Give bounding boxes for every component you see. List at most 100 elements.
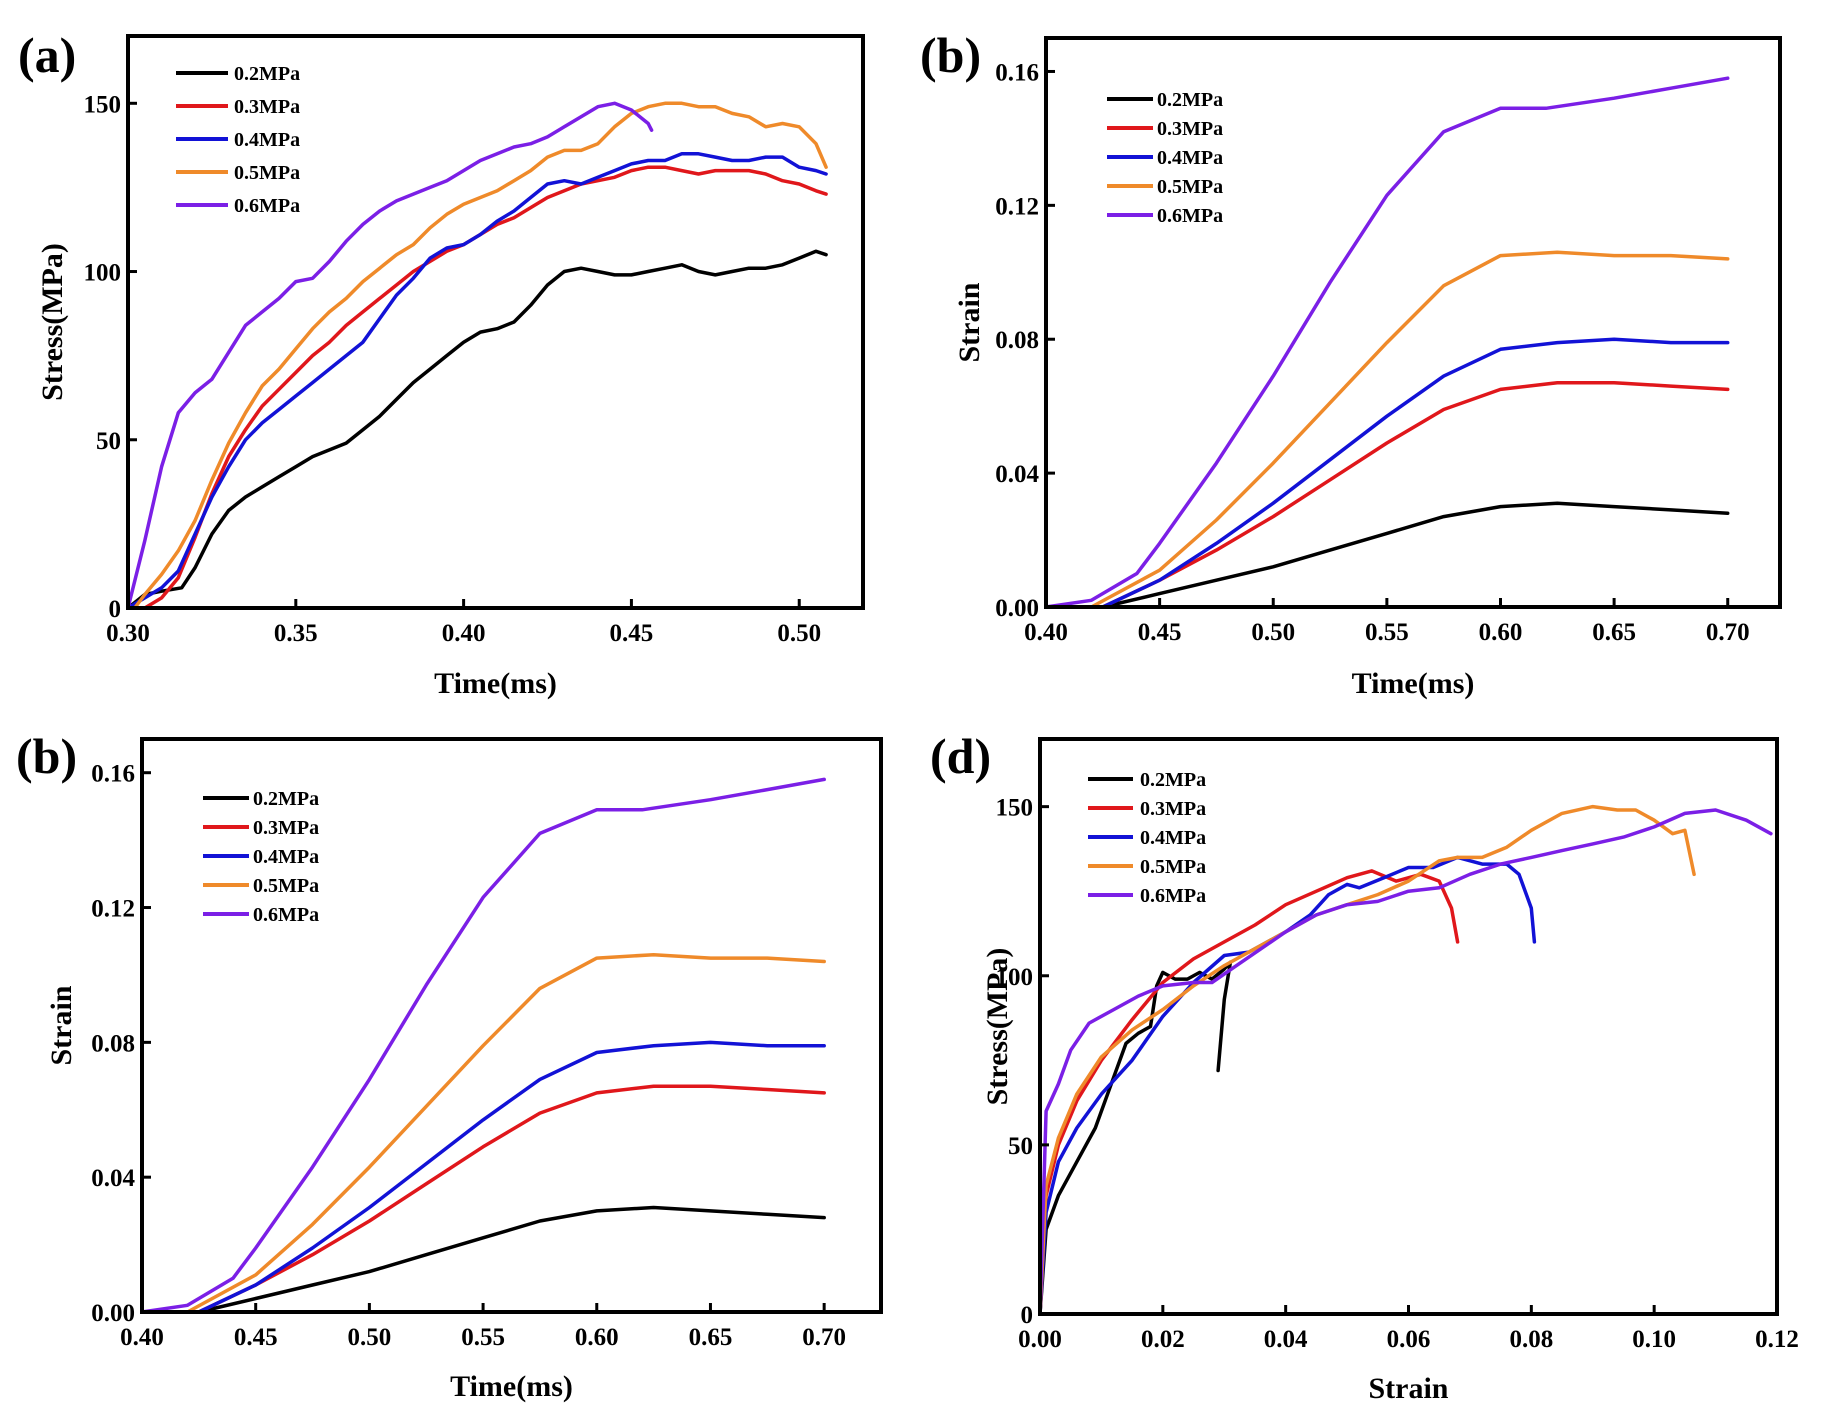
y-tick-label: 150	[996, 795, 1034, 822]
plot-frame	[126, 34, 865, 610]
x-tick-label: 0.70	[802, 1324, 846, 1351]
y-tick-label: 0.12	[91, 896, 135, 923]
series-line-0p4mpa	[126, 152, 828, 610]
x-tick-label: 0.00	[1018, 1326, 1062, 1353]
series-line-0p5mpa	[140, 952, 826, 1314]
x-tick-label: 0.65	[689, 1324, 733, 1351]
legend-label: 0.5MPa	[253, 875, 319, 897]
series-line-0p6mpa	[1044, 76, 1730, 609]
x-tick-label: 0.35	[274, 620, 318, 647]
panel-a-stress-time: (a) 0.30 0.35 0.40 0.45 0.50 0 50 100 150 Time(ms)…	[18, 27, 865, 700]
y-tick-label: 0.00	[995, 595, 1039, 622]
x-axis-label: Time(ms)	[450, 1370, 573, 1403]
x-tick-label: 0.08	[1509, 1326, 1553, 1353]
legend-label: 0.3MPa	[1157, 118, 1223, 140]
y-tick-label: 0.08	[995, 327, 1039, 354]
legend-label: 0.3MPa	[234, 96, 300, 118]
plot-frame	[1044, 36, 1782, 609]
legend: 0.2MPa 0.3MPa 0.4MPa 0.5MPa 0.6MPa	[176, 63, 300, 217]
series-line-0p2mpa	[140, 1205, 826, 1314]
series-line-0p6mpa	[140, 777, 826, 1314]
x-tick-label: 0.60	[575, 1324, 619, 1351]
series-line-0p2mpa	[1038, 960, 1233, 1316]
y-tick-label: 150	[84, 91, 122, 118]
legend: 0.2MPa 0.3MPa 0.4MPa 0.5MPa 0.6MPa	[203, 788, 319, 926]
legend-label: 0.6MPa	[1140, 885, 1206, 907]
panel-label: (b)	[16, 728, 77, 784]
legend-label: 0.2MPa	[253, 788, 319, 810]
legend: 0.2MPa 0.3MPa 0.4MPa 0.5MPa 0.6MPa	[1107, 89, 1223, 227]
legend-label: 0.2MPa	[1140, 769, 1206, 791]
legend-label: 0.6MPa	[1157, 205, 1223, 227]
panel-d-stress-strain: (d) 0.00 0.02 0.04 0.06 0.08 0.10 0.12 0 50 100 150…	[930, 728, 1799, 1403]
legend-label: 0.2MPa	[234, 63, 300, 85]
legend-label: 0.6MPa	[234, 195, 300, 217]
y-axis-label: Stress(MPa)	[981, 948, 1014, 1106]
legend-label: 0.4MPa	[234, 129, 300, 151]
series-line-0p4mpa	[1038, 855, 1537, 1316]
series-line-0p4mpa	[140, 1040, 826, 1314]
x-tick-label: 0.55	[1365, 619, 1409, 646]
legend-label: 0.2MPa	[1157, 89, 1223, 111]
x-tick-label: 0.50	[1251, 619, 1295, 646]
y-tick-label: 0	[1021, 1302, 1034, 1329]
legend-label: 0.6MPa	[253, 904, 319, 926]
x-tick-label: 0.10	[1632, 1326, 1676, 1353]
panel-b-strain-time-bottom: (b) 0.40 0.45 0.50 0.55 0.60 0.65 0.70 0.00 0.04 0…	[16, 728, 883, 1403]
y-tick-label: 0.04	[995, 461, 1039, 488]
x-tick-label: 0.60	[1479, 619, 1523, 646]
series-line-0p5mpa	[132, 101, 828, 610]
y-tick-label: 0.16	[91, 761, 135, 788]
x-tick-label: 0.50	[777, 620, 821, 647]
x-tick-label: 0.70	[1706, 619, 1750, 646]
y-tick-label: 0.12	[995, 193, 1039, 220]
x-tick-label: 0.50	[348, 1324, 392, 1351]
series-line-0p5mpa	[1044, 250, 1730, 609]
series-line-0p6mpa	[126, 101, 654, 610]
legend-label: 0.4MPa	[1140, 827, 1206, 849]
legend-label: 0.4MPa	[1157, 147, 1223, 169]
y-axis-label: Stress(MPa)	[36, 243, 69, 401]
x-tick-label: 0.65	[1592, 619, 1636, 646]
y-tick-label: 0.08	[91, 1030, 135, 1057]
x-tick-label: 0.30	[106, 620, 150, 647]
x-tick-label: 0.02	[1141, 1326, 1185, 1353]
x-tick-label: 0.40	[1024, 619, 1068, 646]
x-tick-label: 0.55	[461, 1324, 505, 1351]
plot-frame	[140, 737, 883, 1314]
x-axis-label: Time(ms)	[434, 667, 557, 700]
series-line-0p2mpa	[126, 249, 828, 610]
series-line-0p4mpa	[1044, 337, 1730, 609]
legend-label: 0.5MPa	[1140, 856, 1206, 878]
x-axis-label: Strain	[1368, 1372, 1448, 1403]
y-tick-label: 0.00	[91, 1300, 135, 1327]
series-line-0p5mpa	[1038, 804, 1696, 1316]
legend-label: 0.4MPa	[253, 846, 319, 868]
x-tick-label: 0.40	[442, 620, 486, 647]
y-tick-label: 50	[96, 428, 121, 455]
y-tick-label: 0	[109, 596, 122, 623]
x-tick-label: 0.40	[120, 1324, 164, 1351]
y-tick-label: 0.16	[995, 59, 1039, 86]
y-tick-label: 100	[84, 260, 122, 287]
x-tick-label: 0.45	[1138, 619, 1182, 646]
panel-label: (d)	[930, 728, 991, 784]
x-axis-label: Time(ms)	[1352, 667, 1475, 700]
x-tick-label: 0.04	[1264, 1326, 1308, 1353]
y-tick-label: 0.04	[91, 1165, 135, 1192]
x-tick-label: 0.12	[1755, 1326, 1799, 1353]
legend-label: 0.3MPa	[253, 817, 319, 839]
legend: 0.2MPa 0.3MPa 0.4MPa 0.5MPa 0.6MPa	[1088, 769, 1206, 907]
panel-label: (a)	[18, 27, 76, 83]
y-tick-label: 50	[1008, 1133, 1033, 1160]
y-tick-label: 100	[996, 964, 1034, 991]
series-line-0p6mpa	[1038, 808, 1773, 1316]
panel-b-strain-time-top: (b) 0.40 0.45 0.50 0.55 0.60 0.65 0.70 0.00 0.04 0…	[920, 27, 1782, 700]
x-tick-label: 0.45	[610, 620, 654, 647]
y-axis-label: Strain	[953, 282, 986, 362]
legend-label: 0.5MPa	[1157, 176, 1223, 198]
legend-label: 0.3MPa	[1140, 798, 1206, 820]
series-line-0p2mpa	[1044, 501, 1730, 609]
y-axis-label: Strain	[45, 985, 78, 1065]
